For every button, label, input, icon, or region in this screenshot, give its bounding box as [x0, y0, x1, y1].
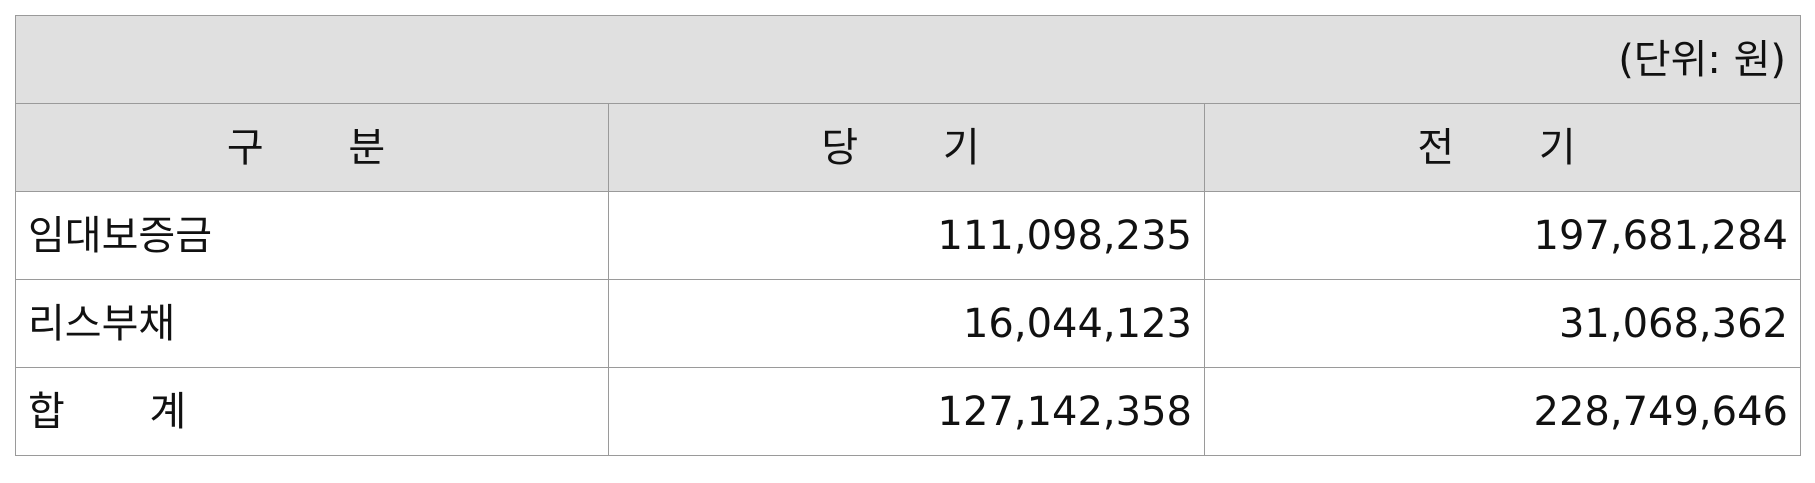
current-value: 16,044,123 — [608, 279, 1205, 368]
table-row-lease-liability: 리스부채 16,044,123 31,068,362 — [15, 279, 1801, 368]
previous-value: 31,068,362 — [1204, 279, 1801, 368]
previous-value: 228,749,646 — [1204, 367, 1801, 456]
unit-row: (단위: 원) — [15, 15, 1801, 104]
header-current-period: 당 기 — [608, 103, 1205, 192]
current-value: 111,098,235 — [608, 191, 1205, 280]
header-row: 구 분 당 기 전 기 — [15, 103, 1801, 192]
row-label: 리스부채 — [15, 279, 609, 368]
row-label: 임대보증금 — [15, 191, 609, 280]
table-row-lease-deposit: 임대보증금 111,098,235 197,681,284 — [15, 191, 1801, 280]
table-row-total: 합 계 127,142,358 228,749,646 — [15, 367, 1801, 456]
financial-table: (단위: 원) 구 분 당 기 전 기 임대보증금 111,098,235 19… — [15, 15, 1801, 456]
row-label: 합 계 — [15, 367, 609, 456]
current-value: 127,142,358 — [608, 367, 1205, 456]
header-category: 구 분 — [15, 103, 609, 192]
unit-label: (단위: 원) — [15, 15, 1801, 104]
header-previous-period: 전 기 — [1204, 103, 1801, 192]
previous-value: 197,681,284 — [1204, 191, 1801, 280]
